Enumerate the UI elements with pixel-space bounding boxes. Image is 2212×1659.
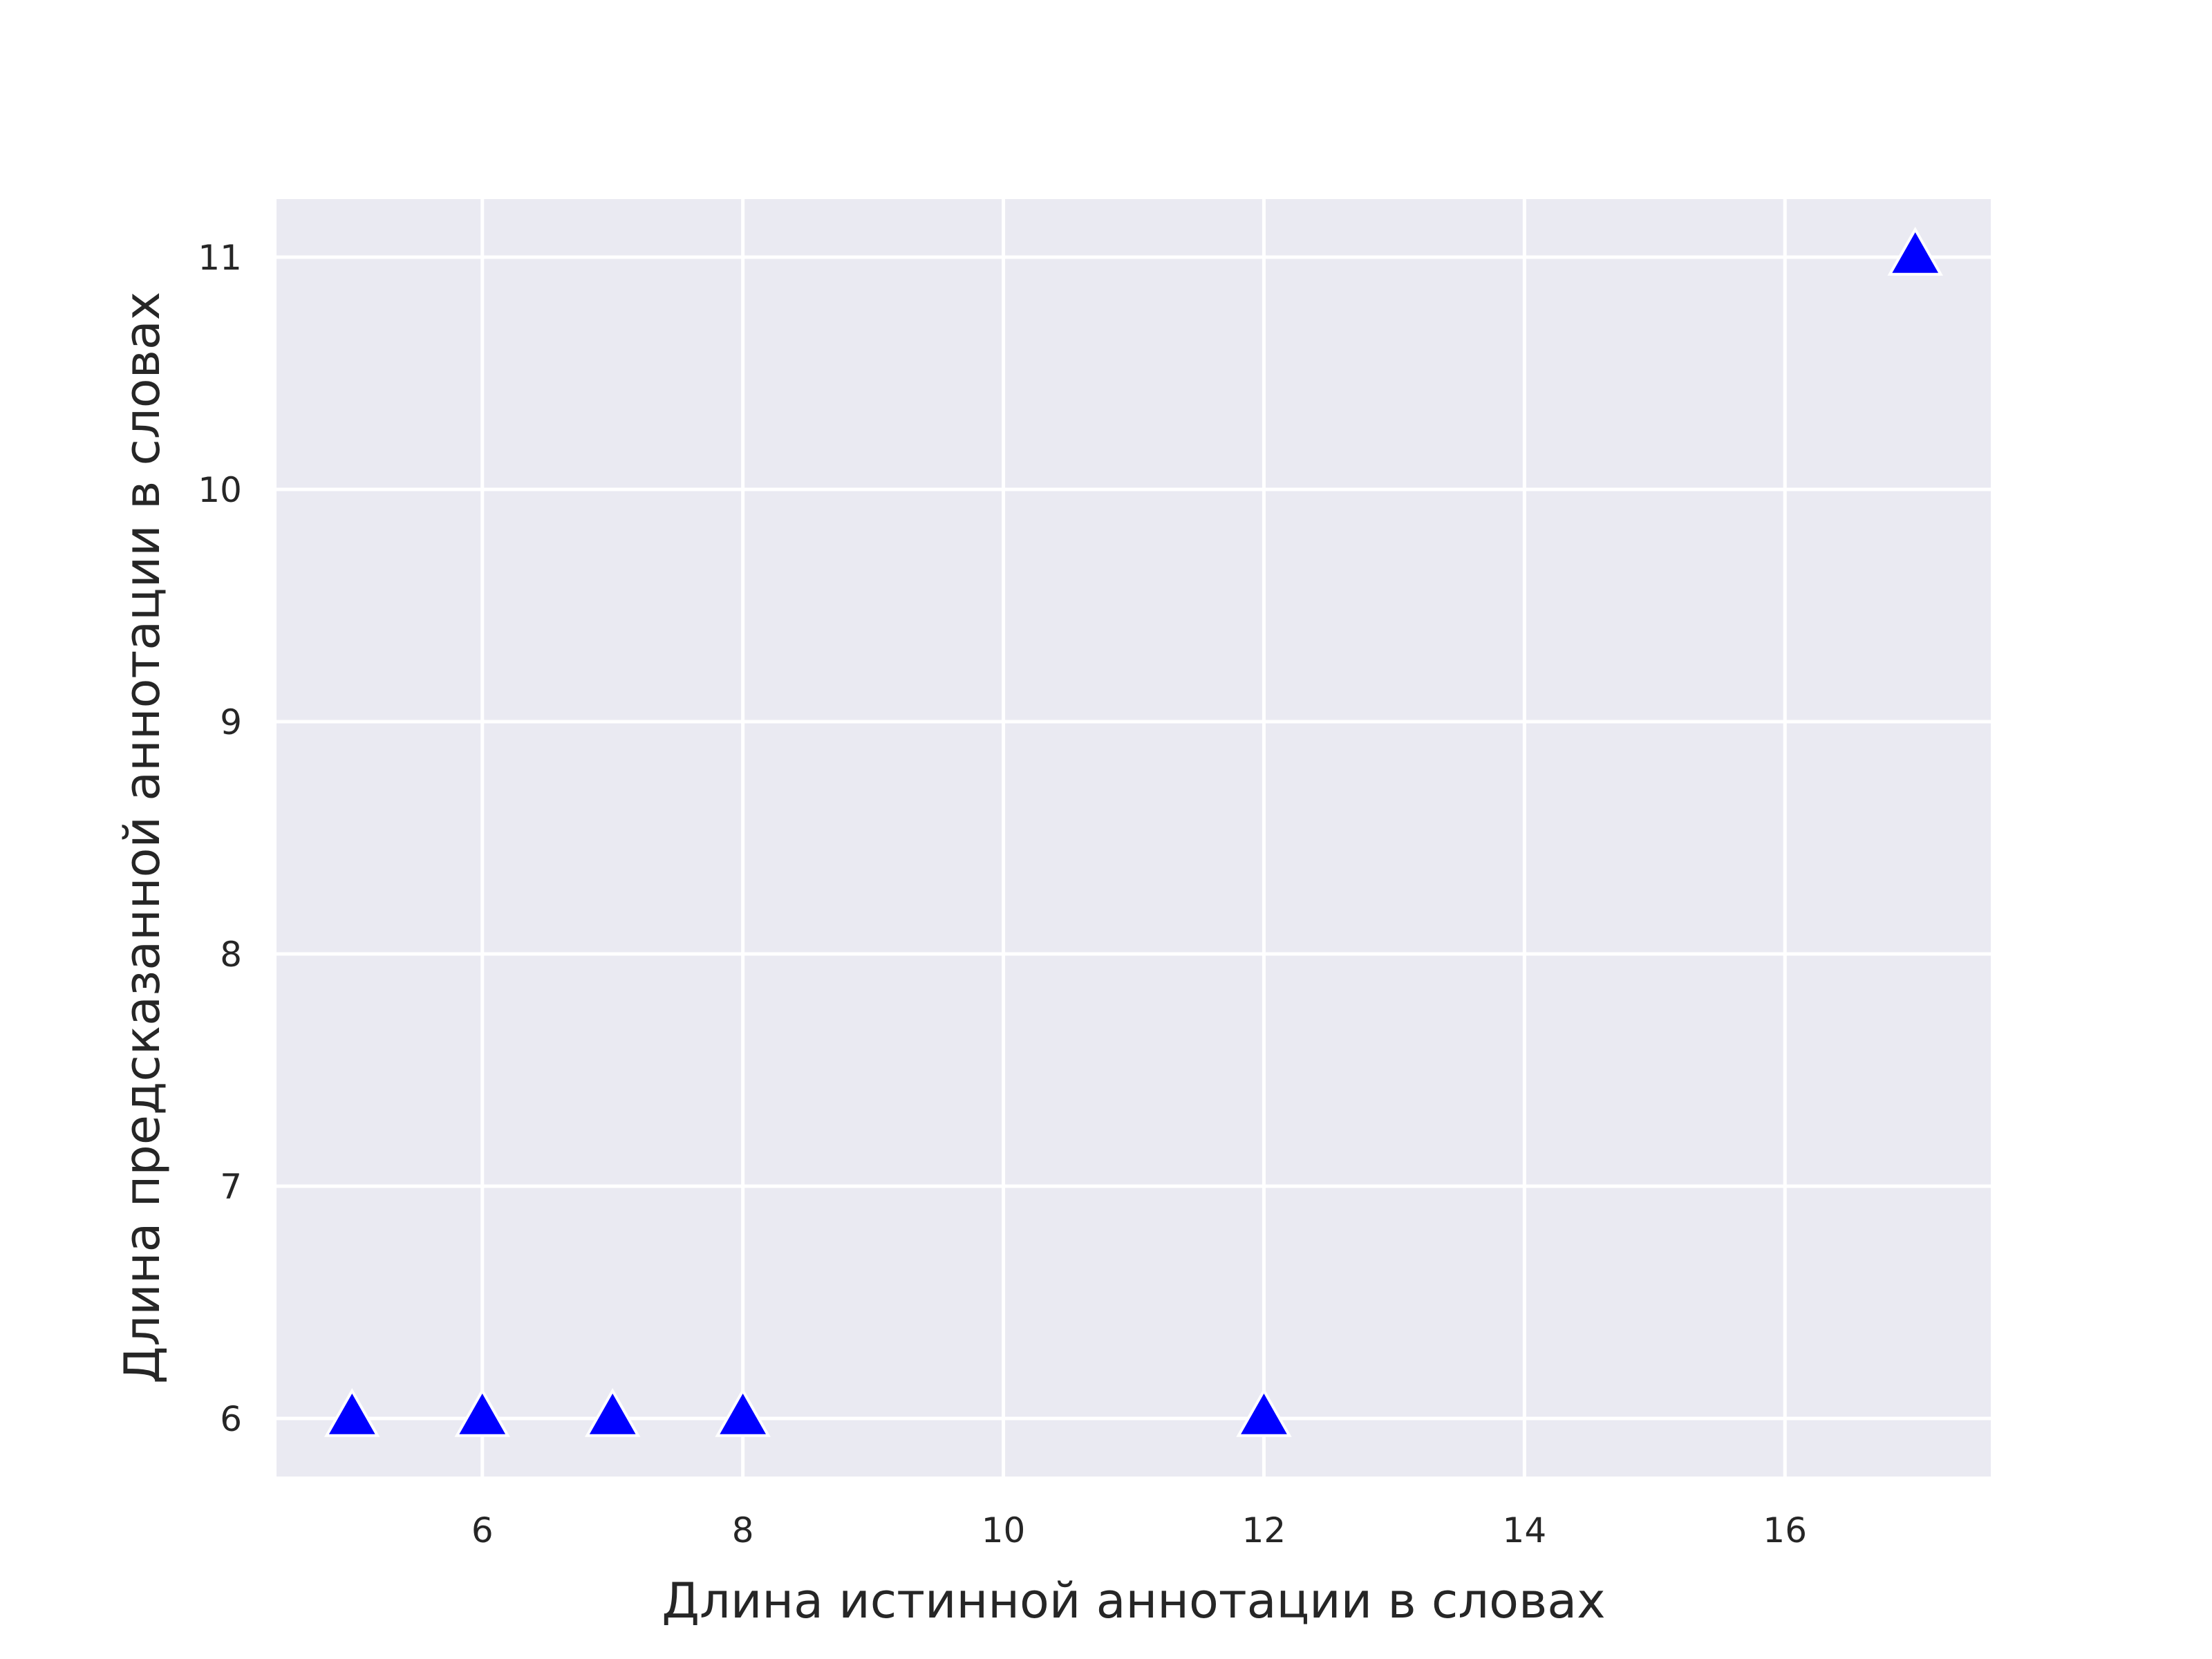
- y-tick-labels: 6 7 8 9 10 11: [198, 238, 242, 1439]
- data-point-2: [584, 1387, 641, 1437]
- y-tick-label-1: 7: [220, 1167, 242, 1207]
- data-point-3: [715, 1387, 771, 1437]
- data-point-5: [1887, 226, 1943, 276]
- y-tick-label-3: 9: [220, 702, 242, 742]
- y-tick-label-5: 11: [198, 238, 242, 278]
- data-point-0: [324, 1387, 380, 1437]
- y-tick-label-0: 6: [220, 1399, 242, 1439]
- y-gridlines: [276, 255, 1991, 1421]
- data-point-4: [1236, 1387, 1292, 1437]
- x-gridlines: [480, 199, 1787, 1477]
- x-tick-labels: 6 8 10 12 14 16: [471, 1510, 1807, 1550]
- y-tick-label-2: 8: [220, 935, 242, 975]
- x-tick-label-1: 8: [732, 1510, 754, 1550]
- x-tick-label-5: 16: [1763, 1510, 1807, 1550]
- y-tick-label-4: 10: [198, 470, 242, 510]
- plot-area: [276, 199, 1991, 1477]
- x-tick-label-2: 10: [982, 1510, 1026, 1550]
- data-points: [324, 226, 1943, 1437]
- data-point-1: [454, 1387, 510, 1437]
- x-tick-label-0: 6: [471, 1510, 494, 1550]
- x-axis-label: Длина истинной аннотации в словах: [662, 1573, 1605, 1629]
- x-tick-label-4: 14: [1503, 1510, 1547, 1550]
- x-tick-label-3: 12: [1242, 1510, 1286, 1550]
- y-axis-label: Длина предсказанной аннотации в словах: [114, 292, 171, 1384]
